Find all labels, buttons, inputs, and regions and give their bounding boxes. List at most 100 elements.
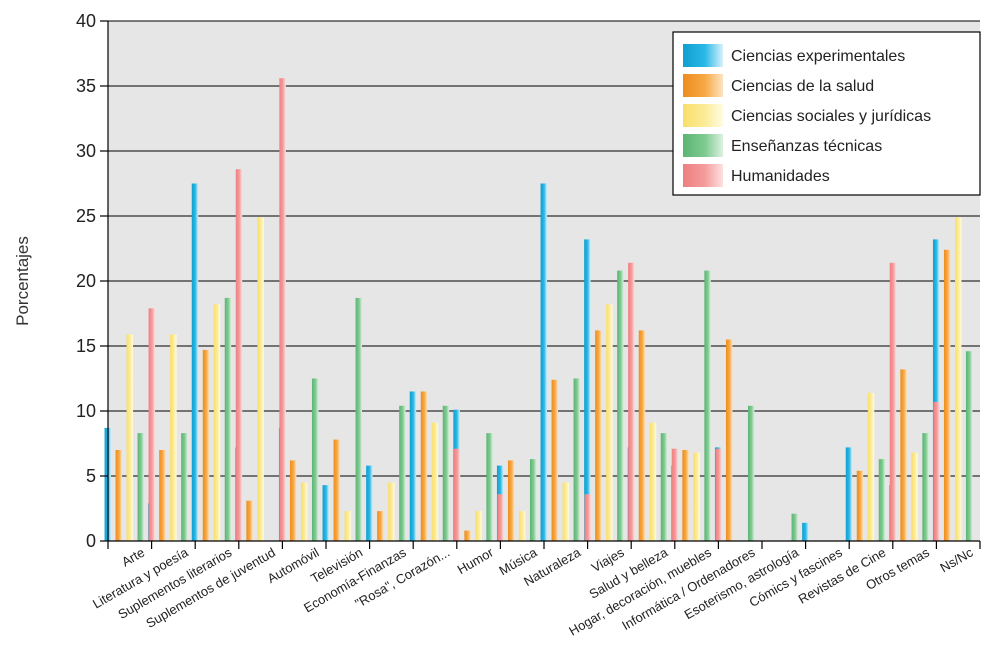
bar <box>213 304 221 541</box>
bar <box>649 422 657 541</box>
bar <box>529 459 537 541</box>
bar <box>388 482 395 541</box>
legend-box <box>672 31 981 196</box>
bar <box>366 465 373 541</box>
bar <box>235 169 243 541</box>
bar <box>715 448 722 541</box>
legend-swatch-ciencias-de-la-salud <box>683 74 723 97</box>
x-category-label: Arte <box>119 545 147 570</box>
bar <box>115 450 123 541</box>
x-category-label: Ns/Nc <box>937 544 976 575</box>
bar <box>431 422 439 541</box>
y-tick-label: 0 <box>86 531 96 551</box>
bar <box>148 308 156 541</box>
bar <box>562 482 570 541</box>
bar <box>551 379 559 541</box>
bar <box>911 452 918 541</box>
bar <box>289 460 297 541</box>
bar <box>932 239 940 541</box>
bar <box>638 330 646 541</box>
bar <box>170 334 177 541</box>
legend-label-ciencias-experimentales: Ciencias experimentales <box>731 48 905 65</box>
bar <box>725 339 733 541</box>
bar <box>704 270 711 541</box>
y-tick-label: 35 <box>76 76 96 96</box>
bar <box>878 459 886 541</box>
bar <box>246 500 253 541</box>
bar <box>279 78 286 541</box>
bar <box>540 183 548 541</box>
bar <box>464 530 471 541</box>
bar <box>377 511 384 541</box>
bar <box>159 450 166 541</box>
bar <box>889 262 897 541</box>
bar <box>507 460 515 541</box>
bar <box>137 433 145 541</box>
bar <box>420 391 428 541</box>
y-tick-label: 40 <box>76 11 96 31</box>
x-category-label: Humor <box>455 544 497 577</box>
bar <box>867 392 875 541</box>
legend: Ciencias experimentales Ciencias de la s… <box>672 31 981 196</box>
bar <box>355 297 363 541</box>
y-tick-label: 30 <box>76 141 96 161</box>
y-axis-title: Porcentajes <box>13 236 32 326</box>
bar <box>333 439 341 541</box>
bar <box>475 511 482 541</box>
y-tick-label: 5 <box>86 466 96 486</box>
y-tick-label: 20 <box>76 271 96 291</box>
bar <box>518 511 526 541</box>
bar <box>747 405 755 541</box>
bar <box>954 217 962 542</box>
bar <box>191 183 199 541</box>
legend-swatch-ciencias-experimentales <box>683 44 723 67</box>
bar <box>856 470 864 541</box>
bar <box>791 513 799 541</box>
bar <box>584 239 591 541</box>
bar <box>181 433 188 541</box>
bar <box>606 304 613 541</box>
bar <box>943 249 951 542</box>
bar <box>126 334 134 541</box>
y-axis-ticks: 0 5 10 15 20 25 30 35 40 <box>76 11 108 551</box>
legend-swatch-ensenanzas-tecnicas <box>683 134 723 157</box>
bar <box>682 450 689 541</box>
bar <box>693 452 700 541</box>
bar <box>617 270 624 541</box>
bar <box>344 511 352 541</box>
bar <box>660 433 668 541</box>
bar <box>300 482 308 541</box>
bar <box>584 494 592 541</box>
legend-swatch-ciencias-sociales <box>683 104 723 127</box>
legend-label-humanidades: Humanidades <box>731 168 830 185</box>
bar <box>671 448 679 541</box>
y-tick-label: 15 <box>76 336 96 356</box>
bar <box>573 378 581 541</box>
bar <box>900 369 907 541</box>
bar <box>486 433 493 541</box>
x-axis-ticks <box>107 541 981 549</box>
bar <box>322 485 330 541</box>
bar <box>933 401 940 541</box>
legend-swatch-humanidades <box>683 164 723 187</box>
bar <box>224 297 232 541</box>
bar <box>442 405 450 541</box>
y-tick-label: 25 <box>76 206 96 226</box>
y-tick-label: 10 <box>76 401 96 421</box>
bar <box>965 351 973 541</box>
legend-label-ciencias-de-la-salud: Ciencias de la salud <box>731 78 874 95</box>
legend-label-ensenanzas-tecnicas: Enseñanzas técnicas <box>731 138 882 155</box>
bar <box>845 447 853 541</box>
bar <box>497 494 504 541</box>
bar <box>595 330 602 541</box>
bar <box>202 349 210 541</box>
bar <box>628 262 635 541</box>
bar <box>922 433 929 541</box>
bar <box>311 378 319 541</box>
bar <box>453 448 461 541</box>
bar <box>399 405 406 541</box>
legend-label-ciencias-sociales: Ciencias sociales y jurídicas <box>731 108 931 125</box>
bar <box>802 522 809 541</box>
